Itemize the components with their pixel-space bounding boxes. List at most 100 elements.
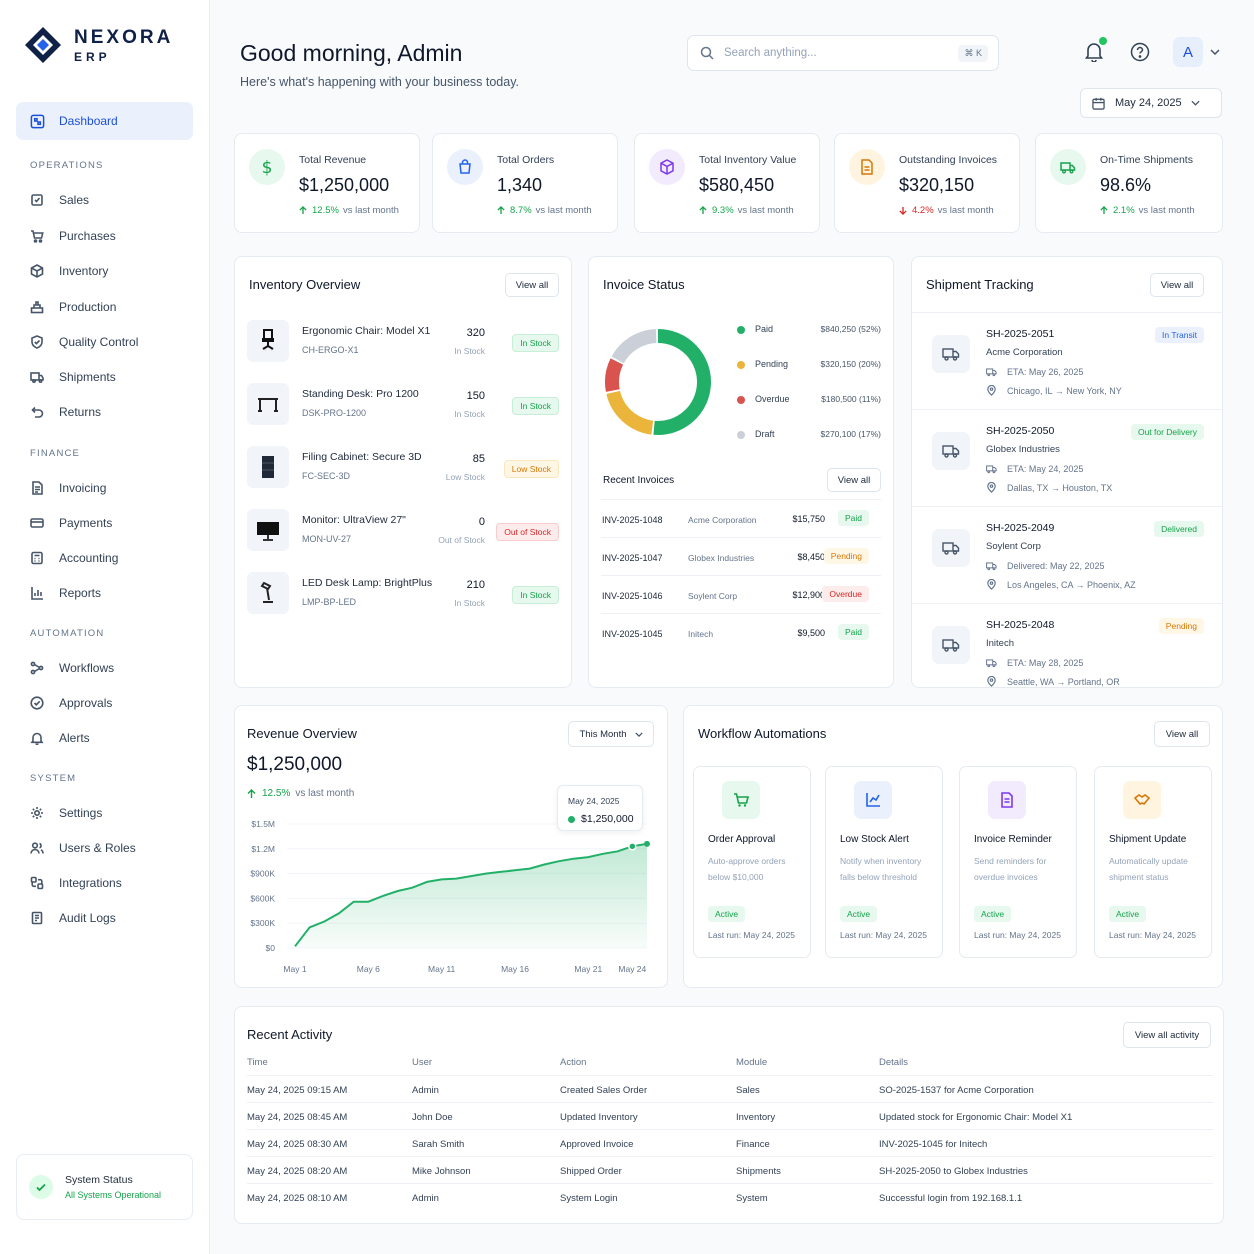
production-icon [30,301,44,314]
truck-icon [942,639,960,652]
sidebar-item-returns[interactable]: Returns [30,402,101,422]
workflow-card-shipment-update[interactable]: Shipment Update Automatically update shi… [1094,766,1212,958]
donut-slice-pending[interactable] [606,390,654,435]
date-value: May 24, 2025 [1115,97,1182,109]
kpi-card-total-orders[interactable]: Total Orders 1,340 8.7% vs last month [432,133,618,233]
sidebar-item-reports[interactable]: Reports [30,583,101,603]
workflow-desc: Send reminders for overdue invoices [974,856,1047,882]
sidebar-item-quality-control[interactable]: Quality Control [30,332,138,352]
sidebar-item-audit-logs[interactable]: Audit Logs [30,908,116,928]
donut-slice-overdue[interactable] [605,358,624,392]
system-status[interactable]: System Status All Systems Operational [16,1154,193,1220]
sidebar-item-label: Alerts [59,731,90,745]
donut-slice-paid[interactable] [653,329,711,435]
legend-item-paid: Paid $840,250 (52%) [737,324,881,334]
kpi-change: 2.1% vs last month [1100,205,1195,216]
sidebar-item-shipments[interactable]: Shipments [30,367,116,387]
search-icon [700,46,714,60]
sidebar-item-payments[interactable]: Payments [30,513,112,533]
shipment-row[interactable]: SH-2025-2049 Soylent Corp Delivered: May… [912,506,1222,602]
product-qty: 210 [466,579,485,591]
workflow-card-invoice-reminder[interactable]: Invoice Reminder Send reminders for over… [959,766,1077,958]
y-tick-label: $0 [266,943,276,953]
inventory-title: Inventory Overview [249,277,361,292]
inventory-view-all-button[interactable]: View all [505,273,559,297]
view-all-activity-button[interactable]: View all activity [1123,1022,1211,1048]
sidebar-item-dashboard[interactable]: Dashboard [16,102,193,140]
sidebar-item-accounting[interactable]: Accounting [30,548,118,568]
workflow-last-run: Last run: May 24, 2025 [840,930,927,940]
shipment-view-all-button[interactable]: View all [1150,273,1204,297]
shipment-row[interactable]: SH-2025-2050 Globex Industries ETA: May … [912,409,1222,505]
inventory-row[interactable]: Monitor: UltraView 27" MON-UV-27 0 Out o… [247,506,559,558]
sidebar-item-purchases[interactable]: Purchases [30,226,116,246]
invoice-row[interactable]: INV-2025-1048 Acme Corporation $15,750 P… [601,499,881,537]
shipment-row[interactable]: SH-2025-2048 Initech ETA: May 28, 2025 S… [912,603,1222,687]
date-picker[interactable]: May 24, 2025 [1080,88,1222,118]
table-row[interactable]: May 24, 2025 08:10 AM Admin System Login Sy… [247,1183,1213,1210]
invoice-id: INV-2025-1048 [602,515,663,525]
period-dropdown[interactable]: This Month [568,721,654,747]
table-row[interactable]: May 24, 2025 08:30 AM Sarah Smith Approved… [247,1129,1213,1156]
sidebar-item-invoicing[interactable]: Invoicing [30,478,106,498]
kpi-value: 98.6% [1100,175,1152,195]
invoice-row[interactable]: INV-2025-1047 Globex Industries $8,450 P… [601,537,881,575]
brand-logo[interactable]: NEXORA ERP [24,26,173,64]
avatar[interactable]: A [1173,37,1203,67]
kpi-card-total-revenue[interactable]: $ Total Revenue $1,250,000 12.5% vs last … [234,133,420,233]
x-tick-label: May 21 [574,964,602,974]
sidebar-item-workflows[interactable]: Workflows [30,658,114,678]
table-cell: Sales [736,1085,760,1096]
revenue-value: $1,250,000 [247,754,343,775]
sidebar-item-sales[interactable]: Sales [30,190,89,210]
sidebar-item-label: Production [59,300,117,314]
activity-title: Recent Activity [247,1027,333,1042]
audit-logs-icon [31,911,43,925]
inventory-row[interactable]: Filing Cabinet: Secure 3D FC-SEC-3D 85 L… [247,443,559,495]
inventory-row[interactable]: Standing Desk: Pro 1200 DSK-PRO-1200 150… [247,380,559,432]
highlight-point[interactable] [628,842,637,851]
chevron-down-icon [1191,100,1200,106]
product-qty: 320 [466,327,485,339]
sidebar-item-alerts[interactable]: Alerts [30,728,90,748]
workflow-card-order-approval[interactable]: Order Approval Auto-approve orders below… [693,766,811,958]
invoice-row[interactable]: INV-2025-1045 Initech $9,500 Paid [601,613,881,651]
workflow-last-run: Last run: May 24, 2025 [974,930,1061,940]
help-icon[interactable] [1130,42,1150,62]
search-input[interactable]: Search anything... ⌘ K [687,35,999,71]
workflow-view-all-button[interactable]: View all [1154,721,1210,747]
donut-slice-draft[interactable] [611,329,657,364]
kpi-card-outstanding-invoices[interactable]: Outstanding Invoices $320,150 4.2% vs las… [834,133,1020,233]
inventory-row[interactable]: Ergonomic Chair: Model X1 CH-ERGO-X1 320… [247,317,559,369]
invoice-row[interactable]: INV-2025-1046 Soylent Corp $12,900 Overd… [601,575,881,613]
sidebar-item-integrations[interactable]: Integrations [30,873,122,893]
workflow-last-run: Last run: May 24, 2025 [1109,930,1196,940]
sidebar-item-users-and-roles[interactable]: Users & Roles [30,838,136,858]
inventory-row[interactable]: LED Desk Lamp: BrightPlus LMP-BP-LED 210… [247,569,559,621]
bell-icon[interactable] [1085,42,1103,62]
truck-icon [942,542,960,555]
table-row[interactable]: May 24, 2025 08:20 AM Mike Johnson Shipped… [247,1156,1213,1183]
shipment-status-badge: Pending [1158,618,1204,634]
shipment-eta: Delivered: May 22, 2025 [986,561,1105,571]
cart-icon [722,781,760,819]
shipment-id: SH-2025-2050 [986,425,1055,437]
location-pin-icon [987,385,996,396]
sidebar-item-inventory[interactable]: Inventory [30,261,108,281]
sidebar-item-production[interactable]: Production [30,297,116,317]
sidebar-item-approvals[interactable]: Approvals [30,693,112,713]
shipment-row[interactable]: SH-2025-2051 Acme Corporation ETA: May 2… [912,312,1222,408]
invoice-status-card: Invoice Status Paid $840,250 (52%) Pending… [588,256,894,688]
kpi-card-on-time-shipments[interactable]: On-Time Shipments 98.6% 2.1% vs last mont… [1035,133,1223,233]
sidebar-item-settings[interactable]: Settings [30,803,102,823]
table-row[interactable]: May 24, 2025 09:15 AM Admin Created Sales … [247,1075,1213,1102]
table-row[interactable]: May 24, 2025 08:45 AM John Doe Updated Inv… [247,1102,1213,1129]
recent-invoices-view-all-button[interactable]: View all [827,468,881,492]
workflow-card-low-stock-alert[interactable]: Low Stock Alert Notify when inventory fa… [825,766,943,958]
table-cell: Successful login from 192.168.1.1 [879,1193,1023,1204]
table-cell: Inventory [736,1112,776,1123]
product-name: Monitor: UltraView 27" [302,514,406,526]
chevron-down-icon[interactable] [1210,49,1220,55]
kpi-card-total-inventory-value[interactable]: Total Inventory Value $580,450 9.3% vs la… [634,133,820,233]
invoicing-icon [32,481,43,495]
